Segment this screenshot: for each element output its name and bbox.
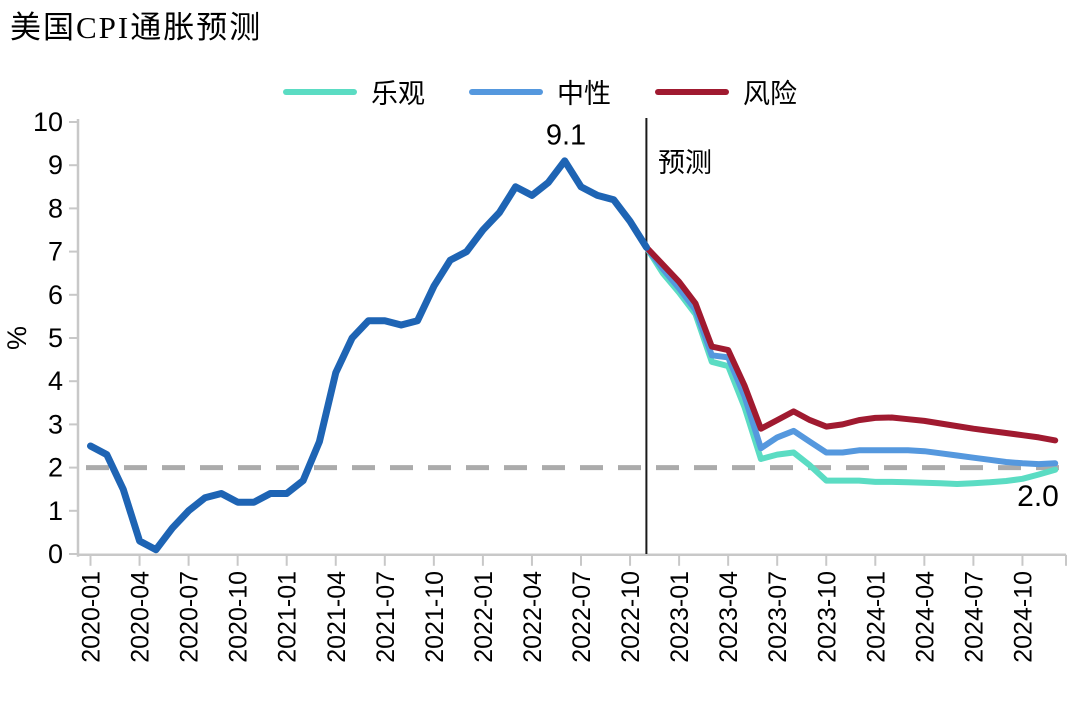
y-tick-label: 2 <box>48 453 63 483</box>
page-title: 美国CPI通胀预测 <box>10 10 263 45</box>
target-value-annotation: 2.0 <box>1017 480 1059 513</box>
x-tick-label: 2024-07 <box>960 571 988 663</box>
legend-line-swatch-optimistic <box>283 88 357 95</box>
x-tick-label: 2024-01 <box>862 571 890 663</box>
x-tick-label: 2021-07 <box>372 571 400 663</box>
legend-line-swatch-neutral <box>469 88 543 95</box>
forecast-label: 预测 <box>658 148 712 178</box>
x-tick-label: 2022-01 <box>470 571 498 663</box>
y-tick-label: 6 <box>48 280 63 310</box>
y-tick-label: 1 <box>48 496 63 526</box>
y-tick-label: 8 <box>48 193 63 223</box>
series-neutral-line <box>643 244 1059 468</box>
legend-item-risk: 风险 <box>655 72 797 111</box>
legend-label: 风险 <box>743 79 797 109</box>
legend-line-swatch-risk <box>655 88 729 95</box>
legend-item-optimistic: 乐观 <box>283 72 425 111</box>
y-tick-label: 3 <box>48 409 63 439</box>
x-tick-label: 2022-07 <box>568 571 596 663</box>
x-tick-label: 2021-04 <box>323 571 351 663</box>
series-historical-line <box>87 157 650 554</box>
x-tick-label: 2023-10 <box>813 571 841 663</box>
legend-item-neutral: 中性 <box>469 72 611 111</box>
x-tick-label: 2020-04 <box>127 571 155 663</box>
x-tick-label: 2021-10 <box>421 571 449 663</box>
series-optimistic-line <box>643 244 1059 487</box>
y-axis-unit-label: % <box>2 326 32 350</box>
x-tick-label: 2023-07 <box>764 571 792 663</box>
x-tick-label: 2020-10 <box>225 571 253 663</box>
chart-legend: 乐观 中性 风险 <box>0 72 1080 111</box>
x-tick-label: 2022-10 <box>617 571 645 663</box>
legend-label: 中性 <box>557 79 611 109</box>
y-tick-label: 4 <box>48 366 63 396</box>
peak-value-annotation: 9.1 <box>545 119 587 152</box>
x-tick-label: 2023-01 <box>666 571 694 663</box>
x-tick-label: 2023-04 <box>715 571 743 663</box>
y-tick-label: 5 <box>48 323 63 353</box>
y-tick-label: 10 <box>33 107 63 137</box>
y-tick-label: 7 <box>48 237 63 267</box>
series-risk-line <box>643 244 1059 444</box>
x-tick-label: 2020-01 <box>78 571 106 663</box>
x-tick-label: 2024-10 <box>1009 571 1037 663</box>
x-tick-label: 2022-04 <box>519 571 547 663</box>
y-tick-label: 9 <box>48 150 63 180</box>
x-tick-label: 2021-01 <box>274 571 302 663</box>
x-tick-label: 2024-04 <box>911 571 939 663</box>
legend-label: 乐观 <box>371 79 425 109</box>
x-tick-label: 2020-07 <box>176 571 204 663</box>
y-tick-label: 0 <box>48 539 63 569</box>
